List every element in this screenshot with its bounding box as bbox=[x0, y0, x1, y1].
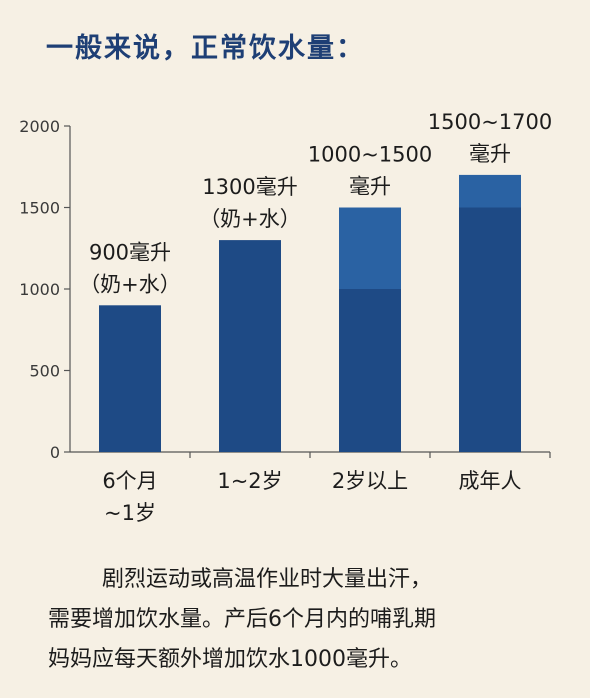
note-line: 剧烈运动或高温作业时大量出汗， bbox=[102, 567, 433, 592]
note-text: 剧烈运动或高温作业时大量出汗， 需要增加饮水量。产后6个月内的哺乳期 妈妈应每天… bbox=[48, 560, 568, 680]
page-title: 一般来说，正常饮水量： bbox=[46, 33, 365, 64]
bar-chart: 0 500 1000 1500 2000 900毫升 （奶+水） 1300毫升 （奶+水） 10… bbox=[19, 110, 552, 525]
y-tick-label: 1500 bbox=[19, 199, 60, 218]
y-tick-label: 500 bbox=[29, 362, 60, 381]
bar-range bbox=[339, 207, 401, 289]
data-label: 1000~1500 bbox=[308, 143, 432, 167]
bar-range bbox=[459, 174, 521, 208]
data-label: 1500~1700 bbox=[428, 110, 552, 134]
category-label: ~1岁 bbox=[104, 501, 156, 525]
bar bbox=[99, 305, 161, 452]
y-tick-label: 2000 bbox=[19, 117, 60, 136]
data-label: 900毫升 bbox=[89, 240, 171, 264]
category-label: 2岁以上 bbox=[332, 469, 408, 493]
bar bbox=[339, 289, 401, 452]
data-label: （奶+水） bbox=[199, 207, 301, 231]
category-label: 成年人 bbox=[459, 469, 522, 493]
data-label: 毫升 bbox=[469, 142, 511, 166]
chart-bars bbox=[99, 174, 521, 452]
category-label: 1~2岁 bbox=[217, 469, 282, 493]
note-line: 需要增加饮水量。产后6个月内的哺乳期 bbox=[48, 607, 436, 632]
chart-data-labels: 900毫升 （奶+水） 1300毫升 （奶+水） 1000~1500 毫升 1500~170… bbox=[79, 110, 552, 296]
data-label: （奶+水） bbox=[79, 272, 181, 296]
note-line: 妈妈应每天额外增加饮水1000毫升。 bbox=[48, 647, 412, 672]
bar bbox=[219, 240, 281, 452]
category-label: 6个月 bbox=[102, 469, 157, 493]
data-label: 1300毫升 bbox=[202, 175, 297, 199]
data-label: 毫升 bbox=[349, 175, 391, 199]
y-tick-label: 1000 bbox=[19, 280, 60, 299]
bar bbox=[459, 207, 521, 452]
y-tick-label: 0 bbox=[50, 443, 60, 462]
chart-axes: 0 500 1000 1500 2000 bbox=[19, 117, 551, 462]
chart-category-labels: 6个月 ~1岁 1~2岁 2岁以上 成年人 bbox=[102, 469, 521, 525]
